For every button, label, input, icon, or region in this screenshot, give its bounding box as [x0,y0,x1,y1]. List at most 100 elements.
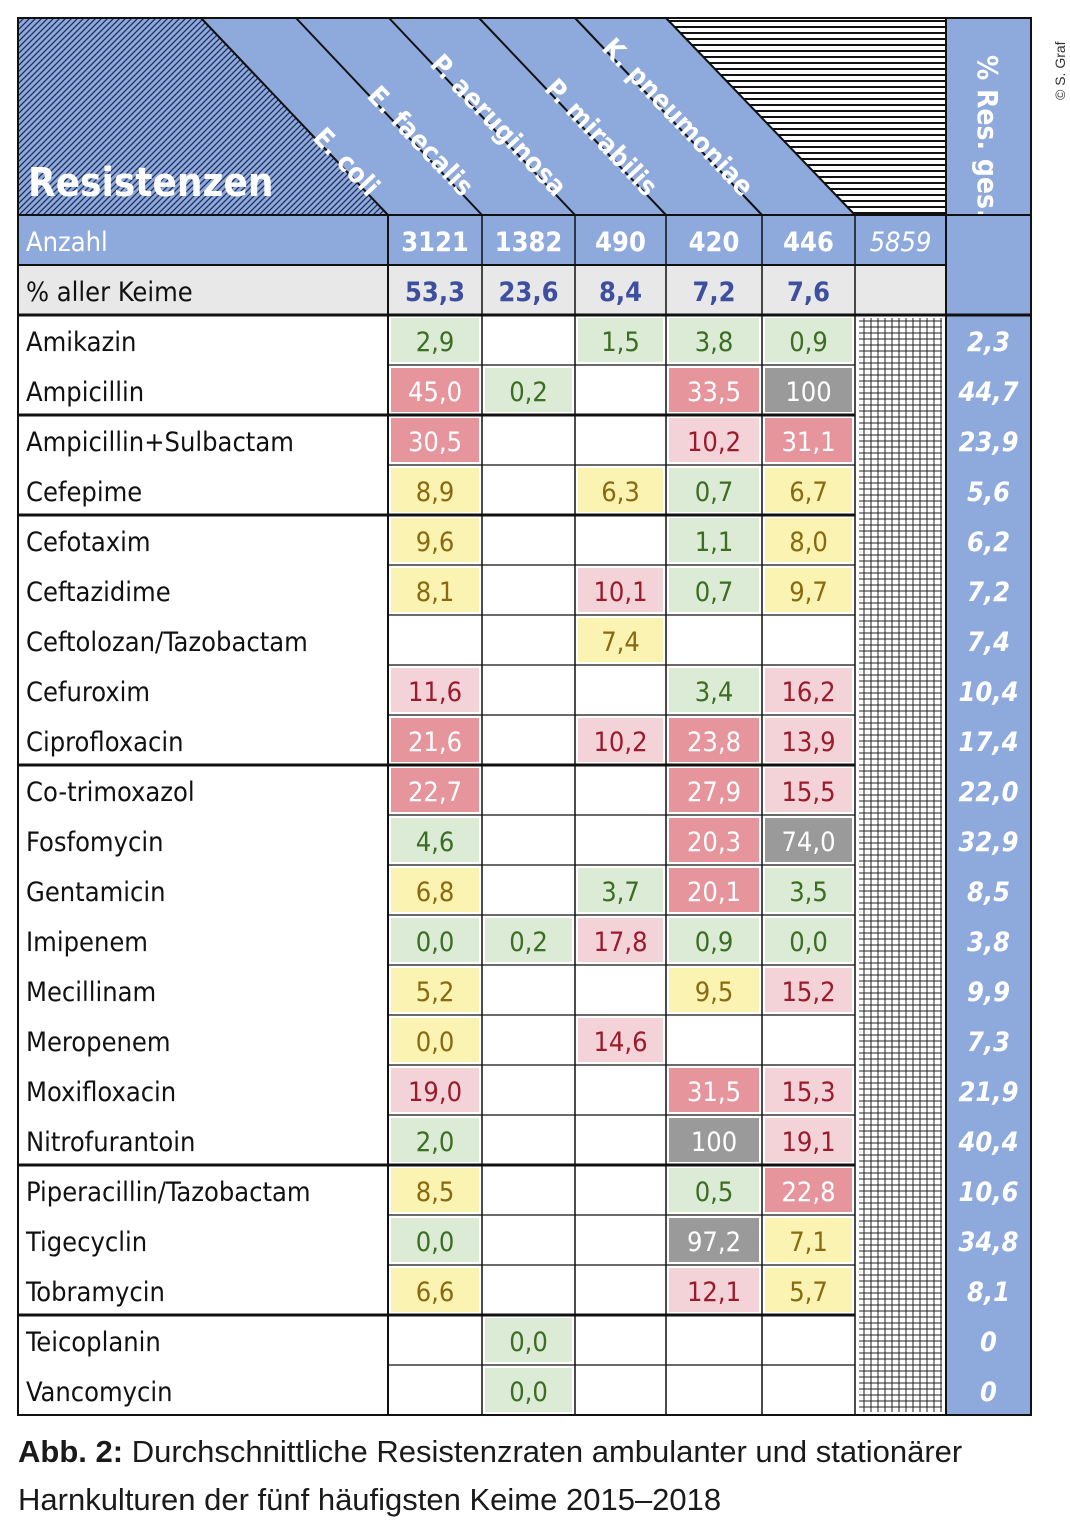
resistance-value: 27,9 [687,777,741,808]
drug-name: Imipenem [26,927,148,958]
drug-name: Co-trimoxazol [26,777,195,808]
drug-name: Nitrofurantoin [26,1127,195,1158]
total-resistance-value: 8,1 [967,1277,1010,1308]
header-diagonal-line [295,17,483,216]
count-total: 5859 [870,227,932,258]
resistance-value: 9,7 [789,577,828,608]
resistance-value: 9,6 [416,527,455,558]
table-grid [17,17,1032,1416]
resistance-cell [391,518,479,562]
resistance-value: 17,8 [593,927,647,958]
resistance-cell [391,1218,479,1262]
resistance-cell [391,668,479,712]
resistance-value: 1,1 [695,527,734,558]
drug-name: Gentamicin [26,877,166,908]
resistance-value: 0,9 [789,327,828,358]
resistance-value: 0,0 [416,927,455,958]
resistance-cell [391,718,479,762]
resistance-cell [669,1118,759,1162]
resistance-cell [391,1068,479,1112]
resistance-cell [578,568,663,612]
resistance-cell [765,768,852,812]
resistance-value: 20,3 [687,827,741,858]
count-value: 490 [595,227,646,258]
resistance-value: 10,2 [687,427,741,458]
resistance-value: 100 [785,377,831,408]
resistance-value: 0,0 [416,1227,455,1258]
resistance-cell [669,1068,759,1112]
resistance-value: 1,5 [601,327,640,358]
drug-name: Ciprofloxacin [26,727,183,758]
resistance-value: 30,5 [408,427,462,458]
resistance-cell [391,818,479,862]
percent-value: 53,3 [405,277,465,308]
total-resistance-value: 44,7 [958,377,1019,408]
resistance-value: 15,5 [781,777,835,808]
resistance-value: 3,4 [695,677,734,708]
resistance-cell [669,868,759,912]
drug-name: Cefuroxim [26,677,150,708]
resistance-value: 100 [691,1127,737,1158]
total-resistance-value: 7,3 [967,1027,1010,1058]
resistance-value: 3,8 [695,327,734,358]
resistance-value: 0,0 [509,1377,548,1408]
resistance-cell [765,1218,852,1262]
resistance-cell [669,518,759,562]
resistance-value: 8,0 [789,527,828,558]
resistance-value: 0,7 [695,477,734,508]
resistance-value: 2,0 [416,1127,455,1158]
header-diagonal-line [478,17,667,216]
resistance-value: 8,1 [416,577,455,608]
resistance-value: 16,2 [781,677,835,708]
resistance-value: 6,7 [789,477,828,508]
total-resistance-value: 23,9 [959,427,1019,458]
total-resistance-value: 40,4 [958,1127,1019,1158]
header-diagonal-line [665,17,856,216]
drug-name: Ceftazidime [26,577,171,608]
resistance-cell [391,1118,479,1162]
percent-value: 7,2 [692,277,735,308]
count-value: 3121 [401,227,469,258]
resistance-cell [669,1268,759,1312]
total-resistance-value: 9,9 [967,977,1010,1008]
total-resistance-value: 8,5 [967,877,1010,908]
figure-caption: Abb. 2: Durchschnittliche Resistenzraten… [18,1428,1058,1524]
resistance-value: 0,0 [416,1027,455,1058]
resistance-cell [765,1268,852,1312]
resistance-cell [391,868,479,912]
resistance-value: 74,0 [781,827,835,858]
total-resistance-value: 17,4 [959,727,1019,758]
resistance-cell [765,718,852,762]
header-diagonal-line [388,17,576,216]
resistance-cell [669,318,759,362]
total-resistance-value: 22,0 [959,777,1019,808]
resistance-cell [578,318,663,362]
resistance-cell [391,468,479,512]
resistance-cell [669,568,759,612]
resistance-cell [391,918,479,962]
percent-value: 7,6 [787,277,830,308]
resistance-value: 0,7 [695,577,734,608]
resistance-value: 0,2 [509,377,548,408]
resistance-value: 8,9 [416,477,455,508]
resistance-cell [765,468,852,512]
resistance-cell [669,418,759,462]
resistance-cell [578,868,663,912]
resistance-value: 10,2 [593,727,647,758]
resistance-value: 13,9 [781,727,835,758]
resistance-cell [669,1168,759,1212]
blank-column-hatch [666,18,946,215]
resistance-value: 0,0 [789,927,828,958]
resistance-value: 4,6 [416,827,455,858]
total-resistance-value: 0 [980,1327,997,1358]
resistance-cell [765,318,852,362]
total-resistance-value: 2,3 [967,327,1010,358]
resistance-cell [669,918,759,962]
resistance-value: 0,0 [509,1327,548,1358]
resistance-cell [765,368,852,412]
resistance-value: 10,1 [593,577,647,608]
resistance-cell [485,1318,572,1362]
caption-text: Durchschnittliche Resistenzraten ambulan… [18,1434,963,1517]
count-row-label: Anzahl [26,227,108,258]
drug-name: Meropenem [26,1027,171,1058]
